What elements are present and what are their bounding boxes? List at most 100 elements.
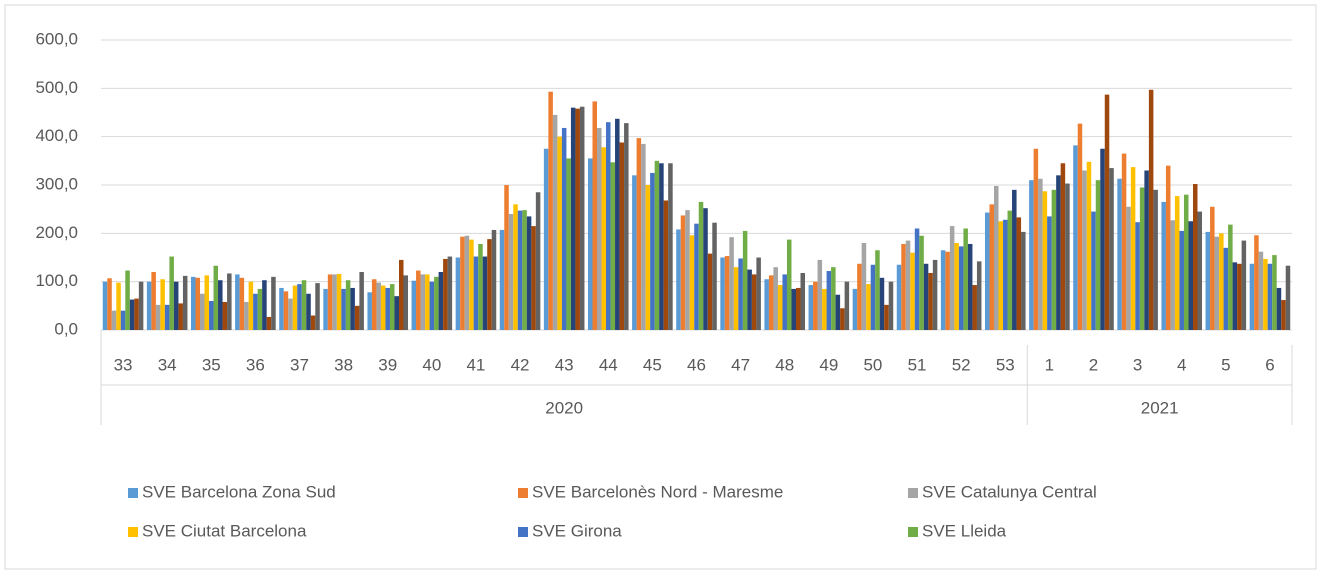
bar: [460, 236, 465, 330]
bar: [826, 271, 832, 330]
x-tick-label: 35: [202, 355, 221, 374]
bar: [659, 163, 664, 330]
bar: [1144, 170, 1149, 330]
bar: [840, 308, 845, 330]
bar: [764, 279, 769, 330]
bar: [222, 301, 228, 330]
bar: [146, 281, 152, 330]
bar: [668, 163, 673, 330]
bar: [707, 253, 713, 330]
bar: [566, 158, 571, 330]
bar: [1192, 184, 1198, 330]
legend-swatch: [128, 527, 138, 537]
bar: [301, 280, 307, 330]
bar: [636, 138, 642, 330]
bar: [624, 123, 629, 330]
x-tick-label: 41: [466, 355, 485, 374]
bar: [107, 278, 112, 330]
bar: [575, 108, 580, 330]
bar: [654, 160, 660, 330]
bar: [371, 279, 377, 330]
bar: [601, 147, 607, 330]
x-tick-label: 43: [555, 355, 574, 374]
legend-label: SVE Lleida: [922, 521, 1007, 540]
bar: [712, 222, 717, 330]
bar: [1038, 178, 1043, 330]
bar: [522, 210, 527, 330]
bar: [733, 267, 739, 330]
bar: [160, 279, 165, 330]
bar: [994, 185, 999, 330]
bar: [610, 162, 616, 330]
bar: [896, 264, 902, 330]
bar: [747, 269, 752, 330]
bar: [1281, 300, 1286, 330]
bar: [1210, 206, 1215, 330]
bar: [425, 274, 430, 330]
y-tick-label: 600,0: [35, 29, 78, 48]
x-tick-label: 40: [422, 355, 441, 374]
bar: [844, 281, 850, 330]
bar: [972, 285, 977, 330]
bar: [1170, 220, 1175, 330]
bar: [1174, 196, 1180, 330]
x-tick-label: 48: [775, 355, 794, 374]
bar: [879, 277, 885, 330]
bar: [354, 305, 360, 330]
bar: [1029, 180, 1034, 330]
bar: [182, 275, 188, 330]
bar: [817, 259, 823, 330]
bar: [1232, 262, 1238, 330]
bar: [831, 267, 836, 330]
bar: [227, 273, 232, 330]
bar: [632, 175, 637, 330]
bar: [615, 118, 620, 331]
legend-swatch: [908, 488, 918, 498]
bar: [998, 221, 1004, 330]
bar: [513, 204, 518, 330]
bar: [875, 250, 880, 330]
bar: [504, 185, 509, 330]
x-tick-label: 6: [1265, 355, 1274, 374]
bar: [1263, 258, 1268, 330]
bar: [487, 239, 492, 330]
bar: [310, 315, 316, 330]
bar: [1165, 165, 1171, 330]
bar: [327, 274, 333, 330]
bar: [756, 257, 761, 330]
x-tick-label: 53: [996, 355, 1015, 374]
bar: [1272, 255, 1277, 330]
bar: [306, 293, 311, 330]
bar: [151, 272, 156, 330]
bar: [138, 281, 144, 330]
legend-label: SVE Catalunya Central: [922, 482, 1097, 501]
bar: [239, 277, 245, 330]
bar: [800, 272, 806, 330]
bar: [102, 281, 108, 330]
bar: [724, 256, 730, 330]
bar: [742, 230, 748, 330]
bar: [1126, 206, 1131, 330]
bar: [499, 229, 505, 330]
bar: [1276, 287, 1282, 330]
bar: [698, 201, 704, 330]
x-tick-label: 44: [599, 355, 618, 374]
bar: [914, 228, 920, 330]
legend-label: SVE Barcelona Zona Sud: [142, 482, 336, 501]
bar: [1047, 216, 1052, 330]
bar: [1188, 221, 1193, 330]
bar: [720, 257, 725, 330]
bar: [1117, 178, 1122, 330]
bar: [434, 276, 439, 330]
bar: [403, 275, 409, 330]
bar: [587, 158, 593, 330]
bar: [1130, 167, 1136, 330]
bar: [791, 288, 796, 330]
bar: [835, 294, 841, 330]
bar: [1100, 148, 1105, 330]
bar: [1161, 201, 1166, 330]
x-group-label: 2020: [545, 398, 583, 417]
bar: [535, 192, 541, 330]
x-tick-label: 47: [731, 355, 750, 374]
bar: [1153, 189, 1158, 330]
